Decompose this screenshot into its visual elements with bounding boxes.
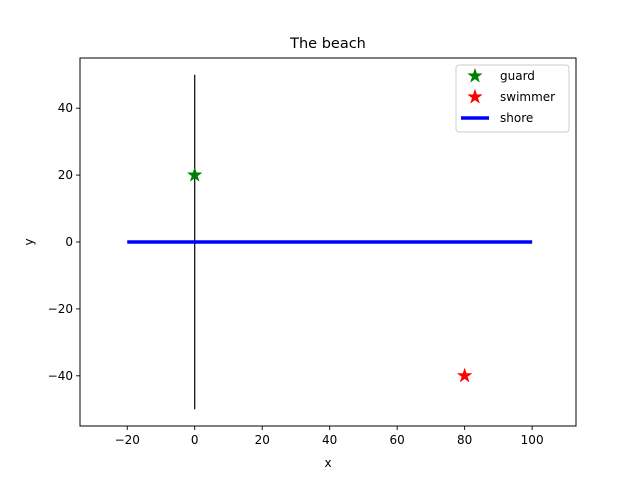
x-tick-label: 0 — [191, 433, 199, 447]
x-tick-label: 20 — [255, 433, 270, 447]
legend-shore-label: shore — [500, 111, 533, 125]
x-tick-label: 60 — [390, 433, 405, 447]
legend-box — [455, 64, 570, 133]
y-tick-label: 0 — [65, 235, 73, 249]
legend-guard-marker — [467, 67, 483, 83]
legend: guard swimmer shore — [455, 64, 570, 133]
y-tick-label: 20 — [58, 168, 73, 182]
x-axis-label: x — [324, 456, 331, 470]
x-tick-label: 80 — [457, 433, 472, 447]
legend-swimmer-marker — [467, 88, 483, 104]
x-tick-label: −20 — [115, 433, 140, 447]
legend-swimmer-label: swimmer — [500, 90, 555, 104]
x-tick-label: 100 — [521, 433, 544, 447]
x-tick-label: 40 — [322, 433, 337, 447]
y-axis-label: y — [22, 238, 36, 245]
y-tick-label: −40 — [48, 369, 73, 383]
swimmer-marker — [456, 367, 473, 383]
legend-guard-label: guard — [500, 69, 535, 83]
chart-title: The beach — [289, 36, 366, 52]
plot-content — [127, 74, 533, 410]
y-axis-ticks: −40 −20 0 20 40 — [48, 101, 80, 383]
x-axis-ticks: −20 0 20 40 60 80 100 — [115, 426, 544, 447]
y-tick-label: 40 — [58, 101, 73, 115]
guard-marker — [186, 166, 203, 182]
y-tick-label: −20 — [48, 302, 73, 316]
